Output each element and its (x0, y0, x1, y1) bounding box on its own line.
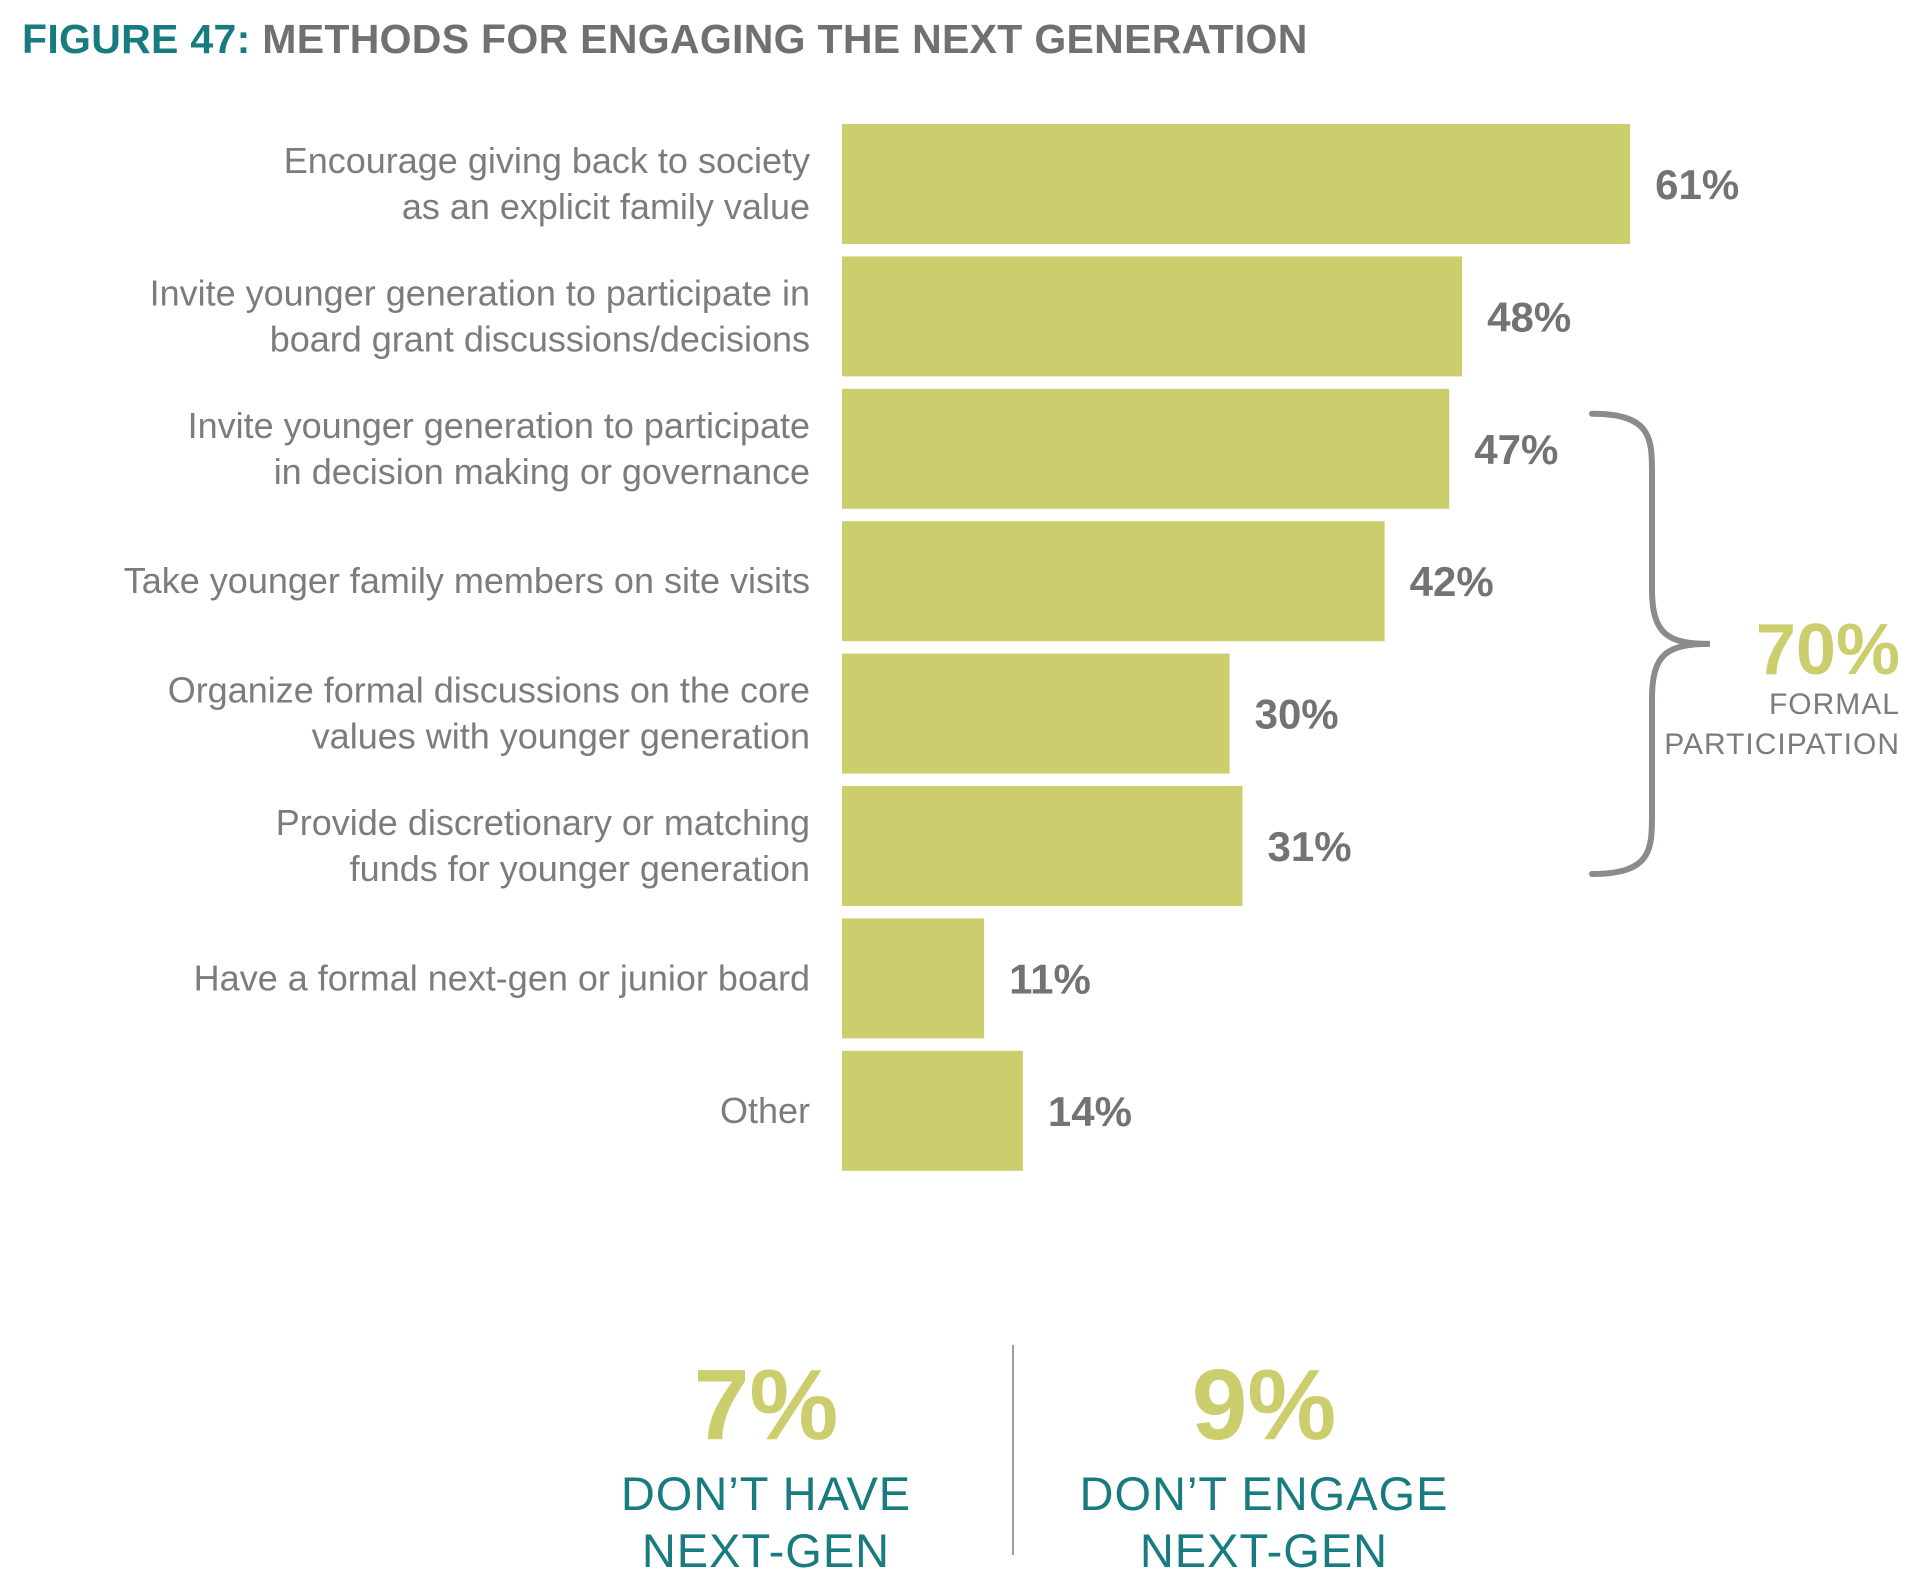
stat-no-next-gen-value: 7% (693, 1349, 839, 1461)
category-label-1-line-2: as an explicit family value (402, 186, 810, 227)
bar-value-label-4: 42% (1410, 558, 1494, 605)
bar-7 (842, 918, 985, 1039)
category-label-5-line-1: Organize formal discussions on the core (168, 670, 810, 711)
category-label-3-line-1: Invite younger generation to participate (188, 405, 810, 446)
formal-participation-value: 70% (1756, 610, 1900, 690)
figure-number: FIGURE 47: (22, 16, 251, 62)
formal-participation-label-line-1: FORMAL (1769, 688, 1900, 721)
bar-1 (842, 124, 1631, 244)
bar-8 (842, 1050, 1023, 1171)
category-label-7: Have a formal next-gen or junior board (194, 957, 810, 998)
bar-value-label-6: 31% (1268, 823, 1352, 870)
stat-no-next-gen: 7% DON’T HAVE NEXT-GEN (546, 1355, 986, 1579)
category-label-2-line-2: board grant discussions/decisions (270, 318, 810, 359)
stat-dont-engage: 9% DON’T ENGAGE NEXT-GEN (1044, 1355, 1484, 1579)
category-label-5-line-2: values with younger generation (312, 716, 810, 757)
bar-chart: 61% Encourage giving back to society as an… (124, 124, 1900, 1171)
stat-no-next-gen-caption: DON’T HAVE NEXT-GEN (620, 1467, 912, 1577)
category-label-4: Take younger family members on site visi… (124, 560, 810, 601)
bar-2 (842, 256, 1463, 377)
stat-divider (1012, 1345, 1014, 1555)
category-label-3-line-2: in decision making or governance (274, 451, 810, 492)
bar-value-label-1: 61% (1655, 161, 1739, 208)
bar-value-label-2: 48% (1487, 293, 1571, 340)
category-label-2-line-1: Invite younger generation to participate… (150, 272, 810, 313)
bar-value-label-5: 30% (1255, 691, 1339, 738)
bar-6 (842, 786, 1243, 906)
bar-value-label-8: 14% (1048, 1088, 1132, 1135)
category-label-1-line-1: Encourage giving back to society (284, 140, 810, 181)
figure-heading: METHODS FOR ENGAGING THE NEXT GENERATION (262, 16, 1308, 62)
stat-dont-engage-caption: DON’T ENGAGE NEXT-GEN (1079, 1467, 1449, 1577)
stat-dont-engage-value: 9% (1191, 1349, 1337, 1461)
bar-3 (842, 388, 1450, 509)
category-label-6-line-2: funds for younger generation (350, 848, 810, 889)
figure-title: FIGURE 47: METHODS FOR ENGAGING THE NEXT… (22, 16, 1308, 63)
bar-value-label-7: 11% (1009, 955, 1091, 1002)
bar-value-label-3: 47% (1474, 426, 1558, 473)
category-label-8: Other (720, 1090, 810, 1131)
formal-participation-label-line-2: PARTICIPATION (1664, 728, 1900, 761)
bar-5 (842, 653, 1230, 774)
category-label-6-line-1: Provide discretionary or matching (276, 802, 810, 843)
formal-participation-brace (1589, 410, 1711, 877)
bar-4 (842, 521, 1385, 642)
